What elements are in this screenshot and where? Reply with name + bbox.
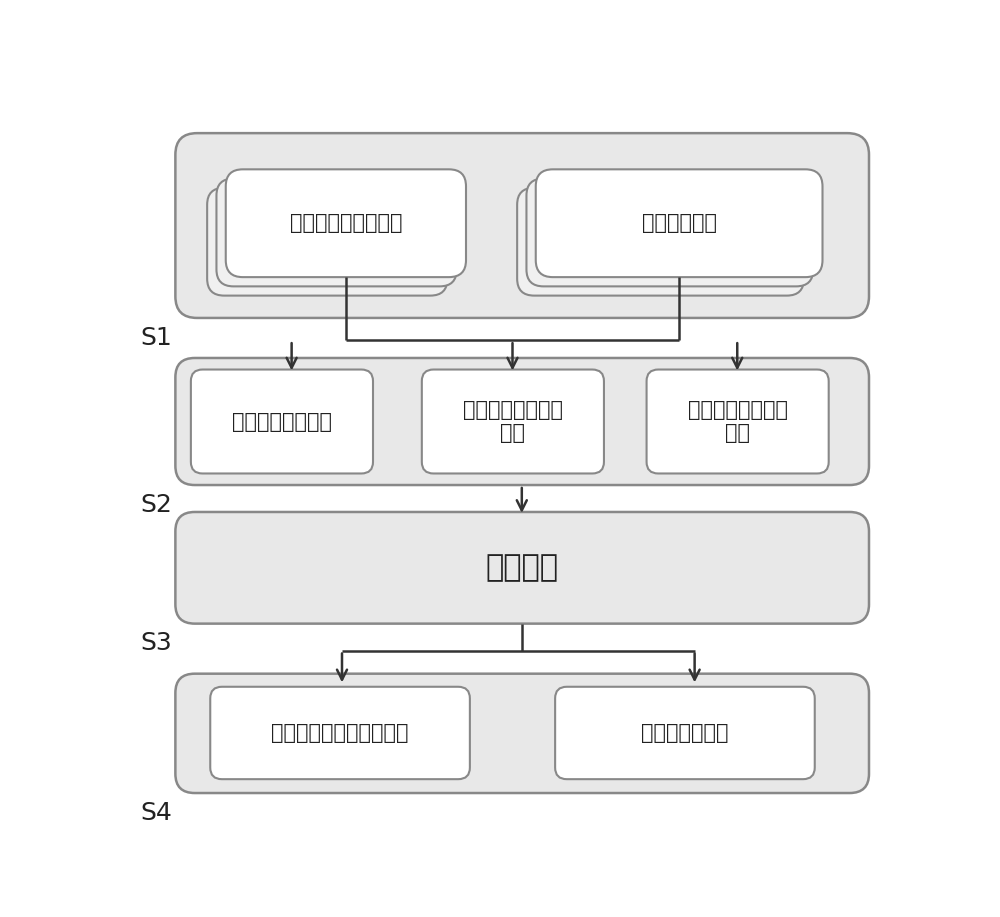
FancyBboxPatch shape	[207, 188, 447, 295]
Text: 备选用户信息: 备选用户信息	[642, 214, 717, 233]
Text: 备选用户好友因子
函数: 备选用户好友因子 函数	[463, 400, 563, 443]
Text: S4: S4	[140, 801, 172, 824]
FancyBboxPatch shape	[517, 188, 804, 295]
FancyBboxPatch shape	[175, 133, 869, 318]
Text: 预测模型: 预测模型	[485, 553, 558, 582]
FancyBboxPatch shape	[226, 170, 466, 277]
Text: 该话题热度趋势: 该话题热度趋势	[641, 723, 729, 743]
FancyBboxPatch shape	[175, 512, 869, 624]
FancyBboxPatch shape	[175, 358, 869, 485]
FancyBboxPatch shape	[536, 170, 822, 277]
FancyBboxPatch shape	[210, 687, 470, 779]
FancyBboxPatch shape	[647, 370, 829, 473]
Text: S1: S1	[140, 326, 172, 349]
Text: S3: S3	[140, 631, 172, 656]
FancyBboxPatch shape	[526, 179, 813, 286]
FancyBboxPatch shape	[216, 179, 457, 286]
Text: 备选用户是否会参与话题: 备选用户是否会参与话题	[271, 723, 409, 743]
Text: 已参与话题用户信息: 已参与话题用户信息	[290, 214, 402, 233]
FancyBboxPatch shape	[191, 370, 373, 473]
FancyBboxPatch shape	[555, 687, 815, 779]
Text: 备选用户社团因子
函数: 备选用户社团因子 函数	[688, 400, 788, 443]
FancyBboxPatch shape	[175, 674, 869, 793]
FancyBboxPatch shape	[422, 370, 604, 473]
Text: S2: S2	[140, 492, 172, 517]
Text: 备选用户因子函数: 备选用户因子函数	[232, 412, 332, 432]
